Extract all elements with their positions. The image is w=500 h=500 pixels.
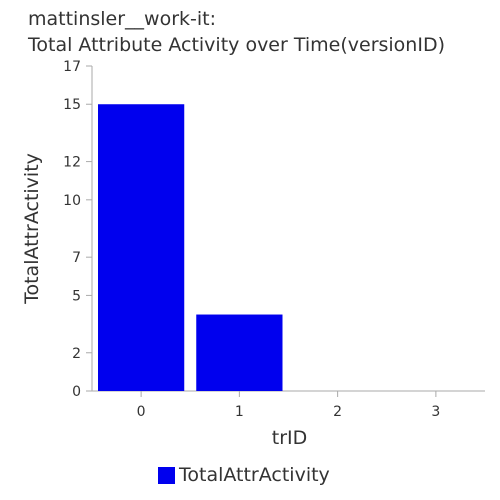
y-tick-label: 7 bbox=[72, 250, 81, 266]
legend-label: TotalAttrActivity bbox=[179, 464, 330, 486]
chart-title-line2: Total Attribute Activity over Time(versi… bbox=[28, 34, 445, 56]
y-tick-label: 10 bbox=[63, 193, 81, 209]
y-tick-label: 17 bbox=[63, 59, 81, 75]
bar-1 bbox=[196, 314, 283, 391]
y-tick-label: 5 bbox=[72, 288, 81, 304]
y-tick-label: 0 bbox=[72, 384, 81, 400]
y-tick-label: 2 bbox=[72, 346, 81, 362]
x-tick-label: 2 bbox=[333, 404, 342, 420]
bar-0 bbox=[98, 104, 185, 391]
y-tick-label: 12 bbox=[63, 155, 81, 171]
y-tick-label: 15 bbox=[63, 97, 81, 113]
y-axis-label: TotalAttrActivity bbox=[21, 153, 43, 305]
chart-title-line1: mattinsler__work-it: bbox=[28, 8, 217, 30]
x-tick-label: 1 bbox=[235, 404, 244, 420]
legend-swatch bbox=[158, 466, 175, 484]
legend: TotalAttrActivity bbox=[158, 464, 330, 486]
chart-title: mattinsler__work-it: Total Attribute Act… bbox=[28, 6, 445, 58]
x-axis-label: trID bbox=[272, 427, 308, 449]
x-tick-label: 0 bbox=[137, 404, 146, 420]
x-tick-label: 3 bbox=[431, 404, 440, 420]
